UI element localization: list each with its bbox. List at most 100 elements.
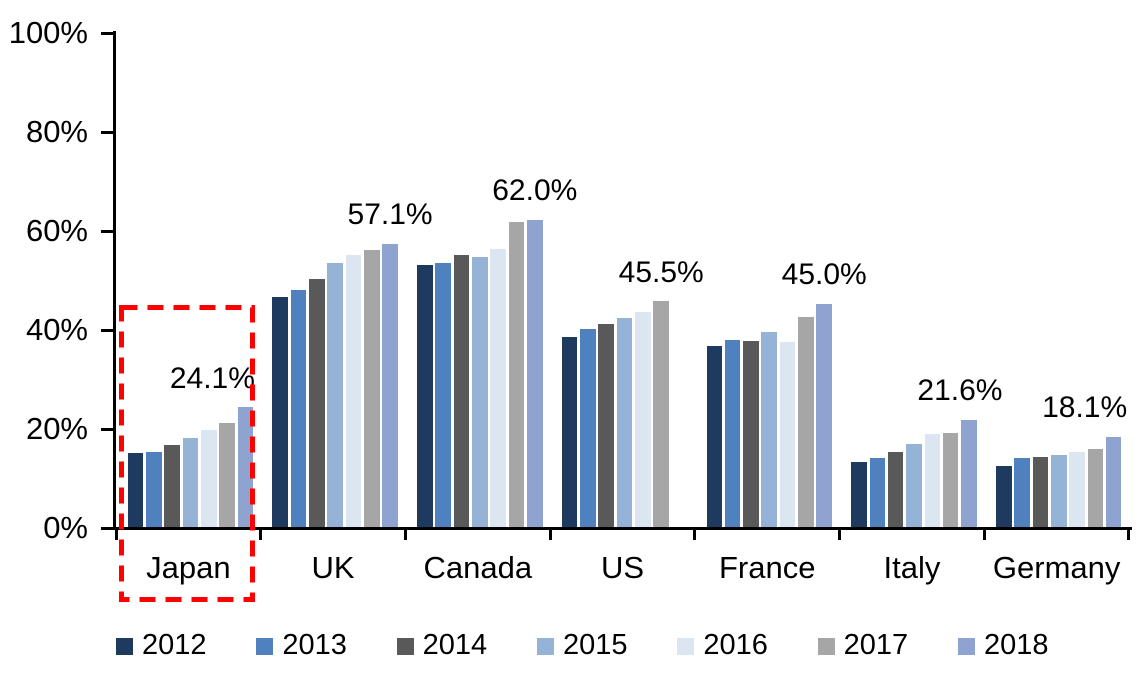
- bar-canada-2014: [453, 255, 470, 527]
- bar-france-2016: [779, 342, 796, 527]
- bar-japan-2014: [164, 444, 180, 527]
- y-tick-label: 0%: [43, 510, 88, 545]
- bar-italy-2014: [887, 452, 904, 527]
- data-label-japan: 24.1%: [169, 361, 255, 395]
- y-tick-label: 20%: [25, 411, 88, 446]
- y-tick-mark: [101, 328, 115, 332]
- bar-canada-2016: [490, 249, 506, 527]
- x-tick-mark: [1127, 527, 1131, 540]
- category-label-japan: Japan: [146, 550, 231, 585]
- category-label-us: US: [600, 550, 645, 585]
- legend-label-2018: 2018: [983, 629, 1049, 661]
- bar-italy-2012: [851, 462, 867, 527]
- category-label-italy: Italy: [883, 550, 941, 585]
- bar-us-2012: [561, 337, 578, 527]
- bar-italy-2016: [924, 434, 941, 527]
- legend-swatch-2012: [116, 638, 133, 655]
- bar-germany-2013: [1014, 458, 1030, 527]
- bar-canada-2012: [417, 265, 433, 527]
- y-tick-label: 60%: [25, 213, 88, 248]
- bar-france-2017: [798, 317, 814, 527]
- bar-germany-2016: [1069, 451, 1085, 527]
- bar-italy-2018: [961, 419, 977, 527]
- bar-uk-2017: [363, 250, 380, 527]
- bar-italy-2017: [942, 432, 959, 527]
- y-tick-mark: [101, 130, 115, 134]
- bar-us-2013: [580, 328, 596, 527]
- bar-uk-2018: [382, 243, 398, 527]
- bar-canada-2013: [435, 262, 452, 527]
- bar-japan-2013: [146, 452, 162, 527]
- legend-label-2013: 2013: [282, 629, 347, 661]
- x-tick-mark: [403, 527, 407, 540]
- bar-japan-2018: [237, 407, 254, 527]
- data-label-us: 45.5%: [618, 255, 704, 289]
- category-label-uk: UK: [311, 550, 355, 585]
- legend-label-2014: 2014: [422, 629, 488, 661]
- bar-germany-2015: [1050, 454, 1067, 527]
- data-label-italy: 21.6%: [917, 374, 1003, 408]
- y-tick-mark: [101, 526, 115, 530]
- bar-uk-2012: [272, 296, 288, 527]
- y-axis-line: [112, 31, 116, 529]
- category-label-germany: Germany: [992, 550, 1121, 585]
- category-label-canada: Canada: [423, 550, 533, 585]
- bar-italy-2013: [869, 457, 886, 527]
- bar-uk-2015: [327, 263, 343, 527]
- legend-swatch-2013: [256, 638, 274, 655]
- data-label-canada: 62.0%: [492, 174, 578, 208]
- x-axis-line: [112, 526, 1132, 530]
- bar-japan-2016: [200, 429, 217, 527]
- bar-france-2015: [761, 332, 778, 527]
- y-tick-label: 80%: [25, 114, 88, 149]
- category-label-france: France: [718, 550, 816, 585]
- bar-us-2014: [598, 324, 615, 527]
- bar-uk-2016: [345, 255, 362, 527]
- bar-canada-2015: [472, 257, 488, 527]
- y-tick-mark: [101, 229, 115, 233]
- x-tick-mark: [114, 527, 118, 540]
- y-tick-mark: [101, 31, 115, 35]
- legend-label-2016: 2016: [703, 629, 768, 661]
- legend-swatch-2017: [817, 638, 835, 655]
- x-tick-mark: [259, 527, 263, 540]
- bar-germany-2017: [1087, 448, 1104, 527]
- bar-italy-2015: [906, 443, 922, 527]
- y-tick-label: 100%: [8, 15, 88, 50]
- legend-label-2012: 2012: [142, 629, 207, 661]
- bar-germany-2012: [995, 465, 1012, 527]
- bar-germany-2018: [1105, 436, 1122, 527]
- bar-us-2016: [635, 312, 651, 527]
- data-label-uk: 57.1%: [347, 198, 433, 232]
- data-label-germany: 18.1%: [1042, 391, 1128, 425]
- y-tick-mark: [101, 427, 115, 431]
- legend-label-2015: 2015: [562, 629, 628, 661]
- x-tick-mark: [982, 527, 986, 540]
- x-tick-mark: [693, 527, 697, 540]
- bar-japan-2012: [127, 453, 144, 527]
- legend-label-2017: 2017: [843, 629, 909, 661]
- bar-germany-2014: [1032, 456, 1049, 527]
- x-tick-mark: [548, 527, 552, 540]
- bar-japan-2017: [219, 422, 235, 527]
- bar-uk-2013: [290, 289, 307, 527]
- bar-france-2014: [743, 341, 759, 527]
- bar-canada-2017: [508, 222, 525, 527]
- legend-swatch-2015: [536, 638, 554, 655]
- bar-france-2018: [816, 303, 832, 527]
- bar-uk-2014: [309, 279, 325, 527]
- data-label-france: 45.0%: [781, 258, 867, 292]
- legend-swatch-2018: [957, 638, 975, 655]
- legend-swatch-2016: [677, 638, 695, 655]
- legend-swatch-2014: [396, 638, 414, 655]
- y-tick-label: 40%: [25, 312, 88, 347]
- bar-us-2017: [653, 301, 669, 527]
- bar-us-2015: [616, 318, 633, 527]
- bar-canada-2018: [526, 219, 543, 527]
- bar-japan-2015: [182, 438, 199, 527]
- x-tick-mark: [838, 527, 842, 540]
- bar-france-2012: [706, 346, 723, 527]
- bar-france-2013: [724, 340, 741, 527]
